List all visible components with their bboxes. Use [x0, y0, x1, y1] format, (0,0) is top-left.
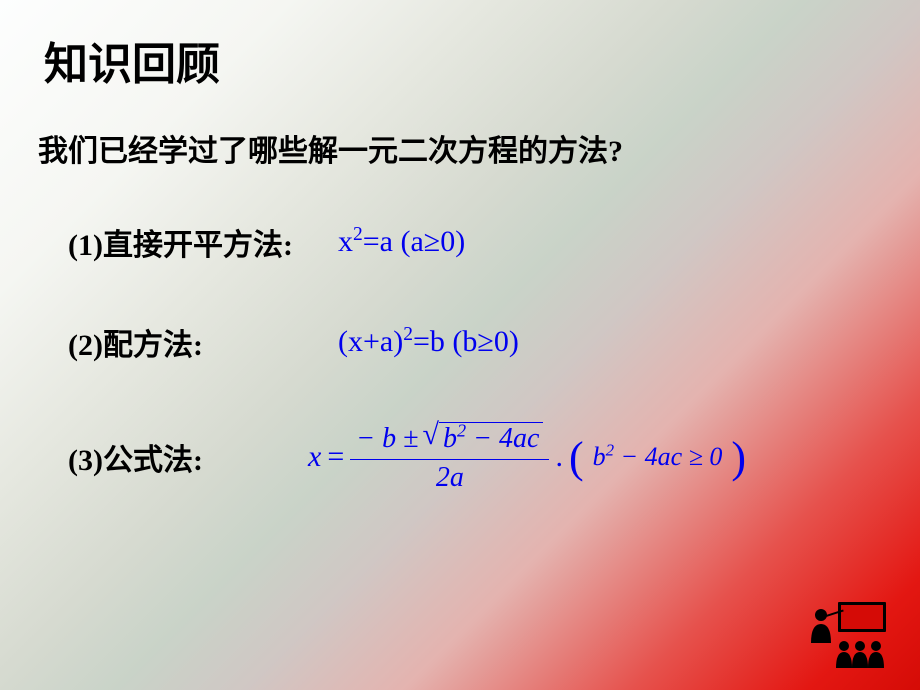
slide-title: 知识回顾 [44, 28, 882, 92]
method-formula-1: x2=a (a≥0) [338, 225, 465, 259]
method-formula-3: x = − b ± √ b2 − 4ac 2a . ( b2 − 4ac ≥ 0… [308, 420, 746, 494]
teacher-board-icon [808, 602, 886, 668]
formula-eq: = [327, 440, 344, 474]
method-label-1: (1)直接开平方法: [68, 220, 338, 264]
method-label-3: (3)公式法: [68, 435, 338, 479]
slide-question: 我们已经学过了哪些解一元二次方程的方法? [38, 126, 882, 170]
formula-numerator: − b ± √ b2 − 4ac [350, 420, 549, 460]
method-formula-2: (x+a)2=b (b≥0) [338, 325, 519, 359]
method-row-1: (1)直接开平方法: x2=a (a≥0) [68, 220, 882, 264]
paren-open: ( [569, 440, 584, 475]
formula-dot: . [555, 440, 563, 474]
method-row-2: (2)配方法: (x+a)2=b (b≥0) [68, 320, 882, 364]
formula-condition: b2 − 4ac ≥ 0 [590, 442, 726, 472]
formula-lhs: x [308, 440, 321, 474]
formula-sqrt: √ b2 − 4ac [423, 422, 544, 455]
method-row-3: (3)公式法: x = − b ± √ b2 − 4ac 2a . ( b2 −… [68, 420, 882, 494]
formula-fraction: − b ± √ b2 − 4ac 2a [350, 420, 549, 494]
method-label-2: (2)配方法: [68, 320, 338, 364]
formula-denominator: 2a [436, 460, 464, 494]
paren-close: ) [731, 440, 746, 475]
slide-content: 知识回顾 我们已经学过了哪些解一元二次方程的方法? (1)直接开平方法: x2=… [0, 0, 920, 690]
